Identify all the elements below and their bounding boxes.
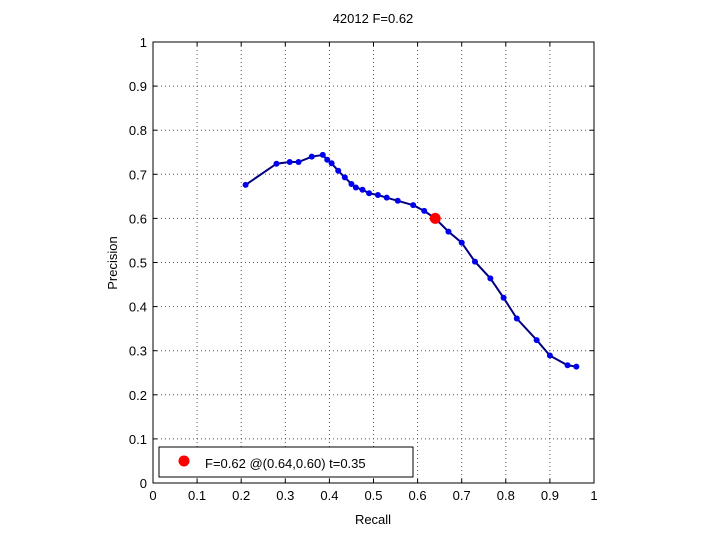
data-point bbox=[513, 315, 520, 322]
data-point bbox=[410, 202, 417, 209]
data-point bbox=[308, 153, 315, 160]
data-point bbox=[328, 160, 335, 167]
axis-ticks bbox=[152, 41, 595, 484]
y-tick-label: 0.9 bbox=[129, 79, 147, 94]
legend-marker-icon bbox=[178, 455, 190, 467]
y-tick-label: 0.4 bbox=[129, 300, 147, 315]
data-point bbox=[458, 239, 465, 246]
x-tick-label: 0.5 bbox=[364, 488, 382, 503]
x-axis-label: Recall bbox=[355, 512, 391, 527]
y-tick-labels: 0 0.1 0.2 0.3 0.4 0.5 0.6 0.7 0.8 0.9 1 bbox=[129, 35, 147, 491]
data-point bbox=[286, 158, 293, 165]
gridlines bbox=[153, 42, 594, 483]
y-tick-label: 0.8 bbox=[129, 123, 147, 138]
data-point bbox=[394, 197, 401, 204]
data-point bbox=[573, 363, 580, 370]
data-point bbox=[421, 207, 428, 214]
y-axis-label: Precision bbox=[105, 236, 120, 289]
y-tick-label: 1 bbox=[140, 35, 147, 50]
data-point bbox=[273, 160, 280, 167]
y-tick-label: 0.5 bbox=[129, 256, 147, 271]
y-tick-label: 0.3 bbox=[129, 344, 147, 359]
data-point bbox=[366, 190, 373, 197]
x-tick-label: 0.3 bbox=[276, 488, 294, 503]
x-tick-label: 0.7 bbox=[453, 488, 471, 503]
legend-text: F=0.62 @(0.64,0.60) t=0.35 bbox=[205, 456, 366, 471]
data-point bbox=[500, 294, 507, 301]
y-tick-label: 0 bbox=[140, 476, 147, 491]
data-point bbox=[445, 228, 452, 235]
x-tick-label: 0.6 bbox=[409, 488, 427, 503]
data-point bbox=[352, 184, 359, 191]
data-point bbox=[374, 192, 381, 199]
data-point bbox=[242, 181, 249, 188]
x-tick-label: 0.2 bbox=[232, 488, 250, 503]
y-tick-label: 0.6 bbox=[129, 211, 147, 226]
data-point bbox=[295, 158, 302, 165]
data-point bbox=[341, 174, 348, 181]
x-tick-label: 0.9 bbox=[541, 488, 559, 503]
chart-title: 42012 F=0.62 bbox=[333, 11, 414, 26]
data-point bbox=[564, 362, 571, 369]
y-tick-label: 0.2 bbox=[129, 388, 147, 403]
data-point bbox=[335, 167, 342, 174]
x-tick-labels: 0 0.1 0.2 0.3 0.4 0.5 0.6 0.7 0.8 0.9 1 bbox=[149, 488, 597, 503]
x-tick-label: 0.4 bbox=[320, 488, 338, 503]
x-tick-label: 0.8 bbox=[497, 488, 515, 503]
data-point bbox=[546, 352, 553, 359]
data-point bbox=[319, 151, 326, 158]
y-tick-label: 0.7 bbox=[129, 167, 147, 182]
data-point bbox=[471, 258, 478, 265]
legend-box bbox=[158, 446, 414, 478]
legend: F=0.62 @(0.64,0.60) t=0.35 bbox=[158, 446, 414, 478]
data-point bbox=[533, 337, 540, 344]
x-tick-label: 0 bbox=[149, 488, 156, 503]
data-point bbox=[487, 275, 494, 282]
data-point bbox=[383, 194, 390, 201]
data-point bbox=[359, 186, 366, 193]
data-point bbox=[348, 181, 355, 188]
data-point bbox=[324, 156, 331, 163]
y-tick-label: 0.1 bbox=[129, 432, 147, 447]
best-f-point bbox=[429, 212, 441, 224]
x-tick-label: 1 bbox=[590, 488, 597, 503]
x-tick-label: 0.1 bbox=[188, 488, 206, 503]
